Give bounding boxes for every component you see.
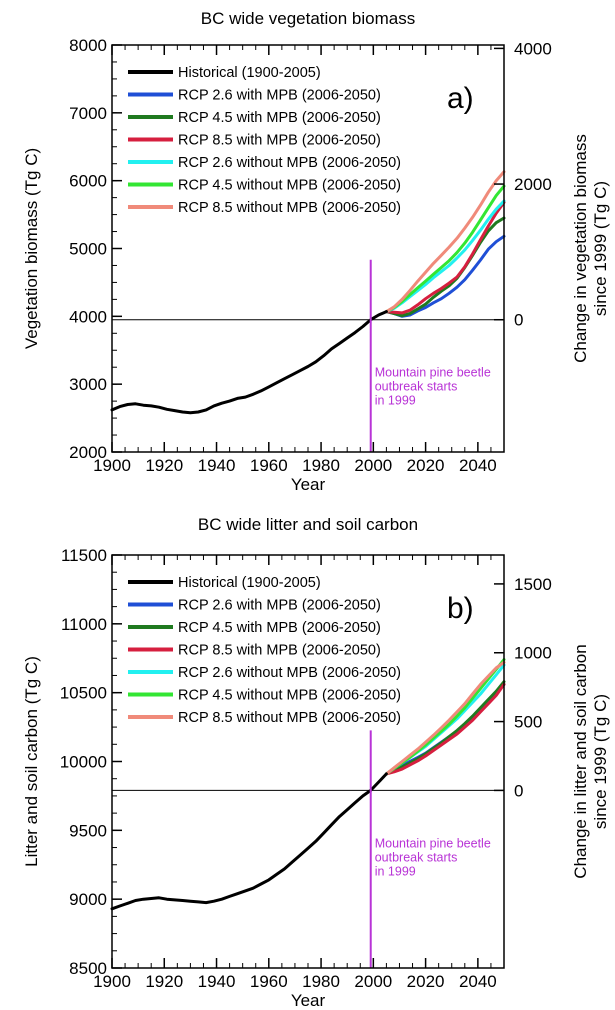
x-tick-label: 1940	[198, 972, 236, 991]
x-tick-label: 1980	[302, 972, 340, 991]
x-tick-label: 1900	[93, 972, 131, 991]
legend-label: RCP 8.5 with MPB (2006-2050)	[178, 643, 381, 659]
series-line	[384, 682, 506, 776]
x-tick-label: 1940	[198, 456, 236, 475]
x-axis-label: Year	[291, 991, 326, 1010]
y-tick-label: 7000	[69, 104, 107, 123]
y2-axis-label-line2: since 1999 (Tg C)	[591, 694, 610, 829]
x-tick-label: 2040	[459, 972, 497, 991]
legend-label: RCP 2.6 without MPB (2006-2050)	[178, 155, 401, 171]
y-tick-label: 5000	[69, 240, 107, 259]
legend-label: RCP 4.5 without MPB (2006-2050)	[178, 178, 401, 194]
y-tick-label: 10500	[60, 684, 107, 703]
x-tick-label: 2000	[354, 972, 392, 991]
y-tick-label: 11500	[61, 546, 107, 565]
y-tick-label: 2000	[69, 443, 107, 462]
y-tick-label: 3000	[69, 375, 107, 394]
annotation-line: Mountain pine beetle	[375, 366, 491, 380]
panel-label: b)	[447, 592, 474, 625]
y-tick-label: 9000	[69, 890, 107, 909]
legend-label: RCP 4.5 without MPB (2006-2050)	[178, 688, 401, 704]
series-line	[384, 660, 506, 776]
series-layer	[110, 170, 506, 415]
y-tick-label: 4000	[69, 307, 107, 326]
y-tick-label: 6000	[69, 172, 107, 191]
y2-axis-label-line2: since 1999 (Tg C)	[591, 181, 610, 316]
y2-tick-label: 0	[514, 311, 523, 330]
legend-label: RCP 4.5 with MPB (2006-2050)	[178, 620, 381, 636]
y-axis-label: Vegetation biomass (Tg C)	[22, 148, 41, 349]
panel-a: BC wide vegetation biomass Mountain pine…	[22, 9, 610, 494]
y-tick-label: 11000	[61, 615, 107, 634]
y2-tick-label: 0	[514, 781, 523, 800]
series-line	[110, 772, 388, 911]
chart-title: BC wide vegetation biomass	[201, 9, 416, 28]
y2-tick-label: 2000	[514, 175, 552, 194]
x-tick-label: 1920	[145, 972, 183, 991]
series-line	[384, 216, 506, 318]
series-line	[384, 234, 506, 318]
legend-label: RCP 2.6 with MPB (2006-2050)	[178, 598, 381, 614]
y-tick-label: 8500	[69, 959, 107, 978]
x-tick-label: 1920	[145, 456, 183, 475]
y-tick-label: 10000	[60, 753, 107, 772]
annotation-line: outbreak starts	[375, 850, 458, 864]
x-tick-label: 1980	[302, 456, 340, 475]
annotation-line: Mountain pine beetle	[375, 836, 491, 850]
x-tick-label: 1900	[93, 456, 131, 475]
legend: Historical (1900-2005) RCP 2.6 with MPB (…	[128, 65, 401, 216]
x-tick-label: 2020	[407, 972, 445, 991]
x-tick-label: 2000	[354, 456, 392, 475]
legend-label: RCP 4.5 with MPB (2006-2050)	[178, 110, 381, 126]
y-axis-label: Litter and soil carbon (Tg C)	[22, 656, 41, 867]
legend-label: RCP 8.5 with MPB (2006-2050)	[178, 133, 381, 149]
y-tick-label: 8000	[69, 36, 107, 55]
panel-b: BC wide litter and soil carbon Mountain …	[22, 515, 610, 1010]
legend-label: RCP 8.5 without MPB (2006-2050)	[178, 200, 401, 216]
x-axis-label: Year	[291, 475, 326, 494]
legend-label: Historical (1900-2005)	[178, 65, 321, 81]
y-tick-label: 9500	[69, 821, 107, 840]
x-tick-label: 2020	[407, 456, 445, 475]
ticks-layer: 1900 1920 1940 1960 1980 2000 2020 2040 8500 9000…	[60, 546, 552, 991]
y2-axis-label-line1: Change in litter and soil carbon	[571, 644, 590, 878]
legend: Historical (1900-2005) RCP 2.6 with MPB (…	[128, 575, 401, 726]
y2-axis-label-line1: Change in vegetation biomass	[571, 134, 590, 363]
legend-label: Historical (1900-2005)	[178, 575, 321, 591]
annotation-line: in 1999	[375, 864, 416, 878]
ticks-layer: 1900 1920 1940 1960 1980 2000 2020 2040 2000 3000…	[69, 36, 552, 475]
legend-label: RCP 2.6 with MPB (2006-2050)	[178, 88, 381, 104]
series-line	[384, 170, 506, 314]
x-tick-label: 1960	[250, 456, 288, 475]
series-line	[384, 680, 506, 776]
annotation-line: outbreak starts	[375, 380, 458, 394]
y2-tick-label: 4000	[514, 39, 552, 58]
series-line	[384, 184, 506, 314]
series-line	[384, 200, 506, 315]
y2-tick-label: 1500	[514, 575, 552, 594]
legend-label: RCP 8.5 without MPB (2006-2050)	[178, 710, 401, 726]
series-line	[110, 310, 388, 415]
plot-frame	[111, 554, 505, 969]
chart-title: BC wide litter and soil carbon	[198, 515, 418, 534]
panel-label: a)	[447, 82, 474, 115]
series-layer	[110, 658, 506, 911]
legend-label: RCP 2.6 without MPB (2006-2050)	[178, 665, 401, 681]
annotation-line: in 1999	[375, 394, 416, 408]
x-tick-label: 2040	[459, 456, 497, 475]
y2-tick-label: 1000	[514, 644, 552, 663]
x-tick-label: 1960	[250, 972, 288, 991]
y2-tick-label: 500	[514, 713, 542, 732]
